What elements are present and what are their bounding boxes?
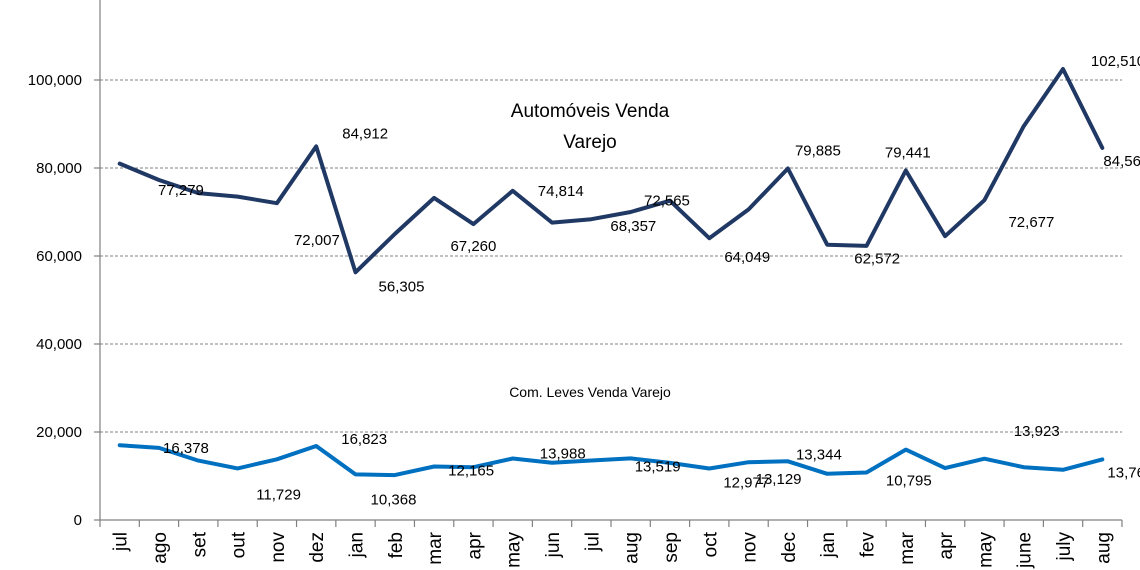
data-label: 64,049 (724, 249, 770, 266)
x-tick-label: out (229, 531, 250, 558)
data-label: 56,305 (379, 278, 425, 295)
x-tick-label: nov (268, 532, 289, 563)
data-label: 12,977 (723, 475, 769, 492)
data-label: 84,912 (342, 125, 388, 142)
data-label: 10,795 (886, 473, 932, 490)
data-label: 13,519 (635, 458, 681, 475)
data-label: 12,165 (448, 462, 494, 479)
x-tick-label: aug (1093, 532, 1114, 564)
x-tick-label: sep (661, 532, 682, 563)
data-label: 68,357 (610, 218, 656, 235)
x-tick-label: ago (150, 532, 171, 564)
x-tick-label: dez (307, 532, 328, 563)
data-label: 72,007 (294, 232, 340, 249)
x-tick-label: apr (464, 531, 485, 559)
x-tick-label: june (1015, 532, 1036, 569)
y-tick-label: 0 (74, 512, 82, 529)
x-tick-label: jul (111, 532, 132, 552)
series-titles: Automóveis Venda Varejo Com. Leves Venda V… (509, 101, 671, 400)
x-tick-label: aug (622, 532, 643, 564)
data-label: 13,923 (1014, 423, 1060, 440)
y-tick-label: 100,000 (28, 72, 82, 89)
data-label: 102,510 (1091, 53, 1140, 70)
series-lines (117, 67, 1105, 478)
series-title-automoveis: Automóveis Venda (511, 101, 670, 122)
y-tick-label: 40,000 (36, 336, 82, 353)
gridlines (100, 79, 1122, 433)
axes (94, 0, 1123, 527)
series-title-com-leves: Com. Leves Venda Varejo (509, 384, 671, 400)
series-line-automoveis (117, 67, 1105, 275)
x-tick-label: jan (818, 532, 839, 558)
x-tick-label: mar (897, 531, 918, 564)
data-labels: 77,279 72,007 84,912 56,305 67,260 74,814 68,3… (158, 53, 1140, 508)
data-label: 72,677 (1008, 214, 1054, 231)
data-label: 11,729 (256, 486, 301, 503)
x-tick-label: jan (347, 532, 368, 558)
x-tick-label: may (975, 532, 996, 568)
data-label: 79,885 (795, 143, 841, 160)
series-line-com-leves (117, 443, 1105, 478)
data-label: 10,368 (371, 491, 417, 508)
data-label: 16,823 (341, 431, 387, 448)
data-label: 67,260 (450, 238, 496, 255)
series-title-automoveis: Varejo (563, 132, 617, 153)
x-tick-label: jun (543, 532, 564, 558)
data-label: 77,279 (158, 182, 204, 199)
data-label: 79,441 (885, 144, 931, 161)
x-tick-label: fev (858, 532, 879, 558)
y-tick-label: 20,000 (36, 424, 82, 441)
x-tick-label: feb (386, 532, 407, 558)
data-label: 16,378 (163, 440, 209, 457)
x-tick-label: mar (425, 531, 446, 564)
data-label: 13,344 (796, 446, 842, 463)
x-tick-label: may (504, 532, 525, 568)
x-tick-label: oct (700, 531, 721, 557)
y-tick-label: 80,000 (36, 160, 82, 177)
data-label: 72,565 (644, 193, 690, 210)
data-label: 13,988 (540, 445, 586, 462)
x-tick-label: dec (779, 532, 800, 563)
data-label: 13,129 (756, 471, 802, 488)
x-tick-label: apr (936, 531, 957, 559)
x-tick-label: jul (582, 532, 603, 552)
y-tick-label: 60,000 (36, 248, 82, 265)
x-tick-label: nov (740, 532, 761, 563)
data-label: 74,814 (538, 183, 584, 200)
data-label: 13,766 (1107, 464, 1140, 481)
x-tick-label: set (189, 531, 210, 557)
data-label: 84,566 (1103, 153, 1140, 170)
x-tick-label: july (1054, 532, 1075, 562)
x-axis-ticks: jul ago set out nov dez jan feb mar apr may jun jul a… (111, 531, 1115, 569)
y-tick-label: 120,000 (28, 0, 82, 1)
y-axis-ticks: 0 20,000 40,000 60,000 80,000 100,000 120,000 (28, 0, 82, 529)
data-label: 62,572 (854, 251, 900, 268)
